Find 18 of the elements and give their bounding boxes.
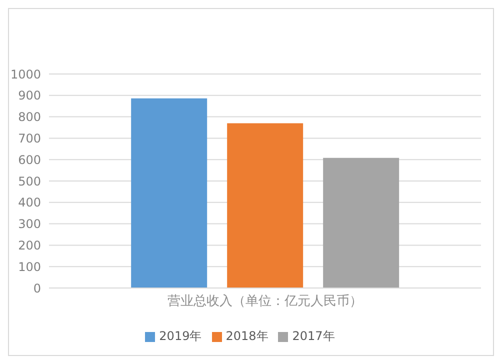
bar [131, 98, 208, 288]
y-tick-label: 0 [33, 281, 41, 296]
y-tick-label: 1000 [10, 67, 41, 82]
y-tick-label: 900 [18, 88, 41, 103]
y-tick-label: 400 [18, 196, 41, 210]
y-tick-label: 100 [18, 260, 41, 274]
legend-label: 2017年 [292, 329, 335, 343]
bar [323, 158, 400, 288]
y-tick-label: 600 [18, 152, 41, 167]
y-tick-label: 300 [18, 217, 41, 232]
y-tick-label: 500 [18, 174, 41, 188]
y-tick-label: 700 [18, 131, 41, 146]
y-tick-label: 800 [18, 110, 41, 124]
bar [227, 123, 304, 288]
x-tick-label: 营业总收入（单位：亿元人民币） [168, 294, 362, 310]
legend-label: 2018年 [226, 329, 268, 343]
legend-label: 2019年 [159, 329, 202, 343]
y-tick-label: 200 [18, 238, 41, 252]
